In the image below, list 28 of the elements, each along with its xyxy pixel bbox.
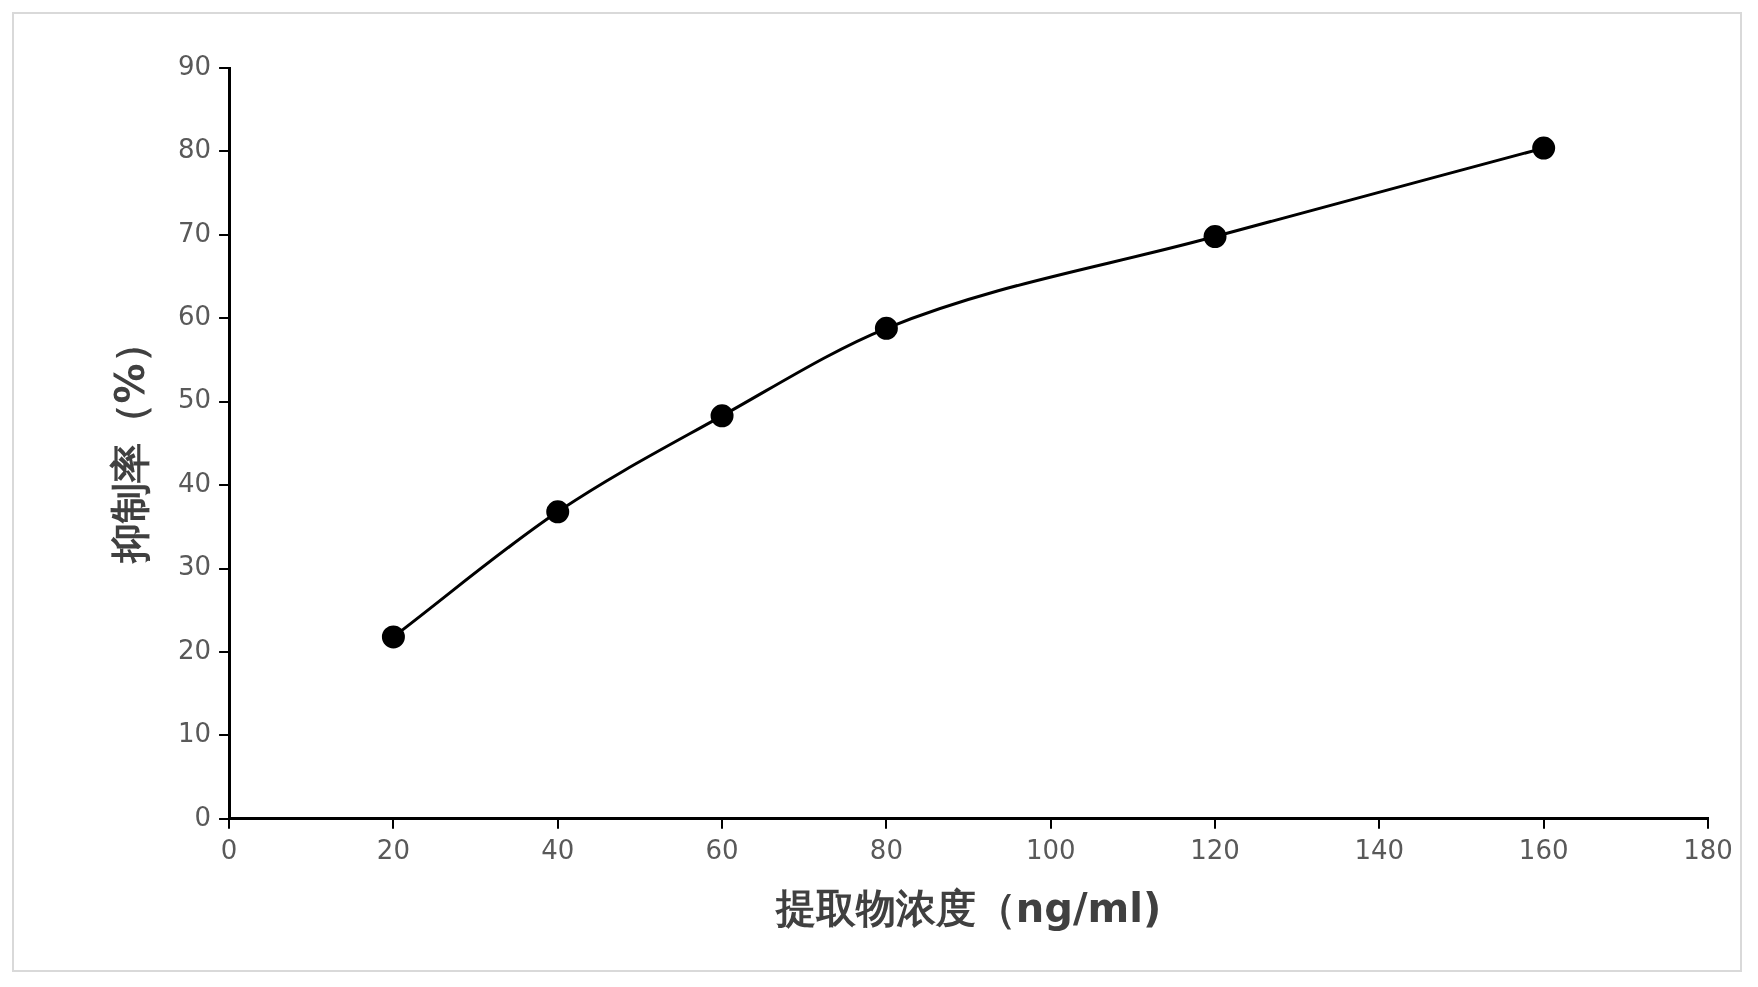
x-tick-label: 80 — [869, 835, 903, 866]
x-tick-label: 40 — [541, 835, 575, 866]
y-axis-title: 抑制率（%） — [107, 323, 154, 565]
x-tick-label: 160 — [1518, 835, 1569, 866]
point — [1532, 136, 1556, 160]
y-tick-label: 50 — [177, 384, 212, 415]
x-tick-label: 140 — [1354, 835, 1405, 866]
x-tick-label: 100 — [1025, 835, 1076, 866]
x-axis-title: 提取物浓度（ng/ml) — [774, 885, 1162, 932]
x-tick-label: 60 — [705, 835, 739, 866]
x-tick-label: 20 — [376, 835, 410, 866]
y-tick-label: 90 — [177, 50, 212, 81]
point — [1203, 225, 1227, 249]
point — [710, 404, 734, 428]
y-tick-label: 0 — [194, 801, 212, 832]
x-tick-label: 120 — [1190, 835, 1240, 866]
y-tick-label: 80 — [177, 134, 212, 165]
y-tick-label: 20 — [177, 634, 212, 665]
y-tick-label: 40 — [177, 467, 212, 498]
x-tick-label: 180 — [1683, 835, 1733, 866]
y-tick-label: 10 — [177, 718, 212, 749]
point — [874, 316, 898, 340]
y-tick-label: 70 — [177, 217, 212, 248]
point — [381, 625, 405, 649]
y-tick-label: 60 — [177, 301, 212, 332]
x-tick-label: 0 — [220, 835, 238, 866]
point — [546, 500, 570, 524]
y-tick-label: 30 — [177, 551, 212, 582]
